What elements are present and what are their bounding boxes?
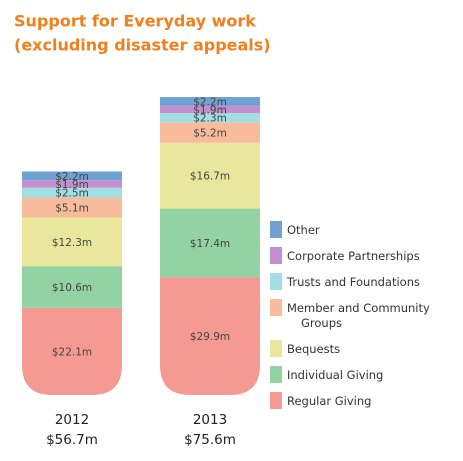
bar-segment	[22, 180, 122, 188]
bar-segment	[22, 266, 122, 308]
legend-label: Regular Giving	[287, 394, 371, 408]
legend-swatch	[270, 340, 282, 357]
legend-swatch	[270, 392, 282, 409]
legend-swatch	[270, 221, 282, 238]
chart-title: Support for Everyday work	[14, 12, 256, 31]
bar-segment	[160, 208, 260, 278]
legend-swatch	[270, 366, 282, 383]
bar-group	[22, 171, 122, 395]
segment-label: $1.9m	[193, 104, 227, 116]
category-label: 2013	[193, 412, 227, 428]
bar-segment	[160, 277, 260, 395]
legend-label: Bequests	[287, 342, 340, 356]
bar-segment	[22, 307, 122, 395]
segment-label: $17.4m	[190, 238, 230, 250]
bar-segment	[160, 122, 260, 143]
segment-label: $5.2m	[193, 127, 227, 139]
segment-label: $12.3m	[52, 237, 92, 249]
segment-label: $2.5m	[55, 188, 89, 200]
category-label: 2012	[55, 412, 89, 428]
bar-segment	[160, 97, 260, 106]
legend-label: Member and Community Groups	[287, 301, 430, 330]
legend-swatch	[270, 299, 282, 316]
bar-segment	[160, 105, 260, 114]
segment-label: $22.1m	[52, 346, 92, 358]
segment-label: $16.7m	[190, 171, 230, 183]
legend-swatch	[270, 247, 282, 264]
segment-label: $2.3m	[193, 113, 227, 125]
total-label: $75.6m	[184, 432, 236, 448]
segment-label: $2.2m	[55, 171, 89, 183]
bar-segment	[22, 171, 122, 181]
segment-label: $10.6m	[52, 282, 92, 294]
legend-label: Other	[287, 223, 320, 237]
legend-label: Trusts and Foundations	[286, 275, 420, 289]
segment-label: $29.9m	[190, 331, 230, 343]
legend-swatch	[270, 273, 282, 290]
bar-group	[160, 97, 260, 395]
bar-segment	[22, 187, 122, 198]
bar-segment	[22, 197, 122, 218]
segment-label: $5.1m	[55, 203, 89, 215]
legend-label: Corporate Partnerships	[287, 249, 420, 263]
segment-label: $1.9m	[55, 179, 89, 191]
bar-segment	[160, 142, 260, 209]
legend-label: Individual Giving	[287, 368, 383, 382]
total-label: $56.7m	[46, 432, 98, 448]
chart-subtitle: (excluding disaster appeals)	[14, 36, 271, 55]
segment-label: $2.2m	[193, 96, 227, 108]
bar-segment	[160, 113, 260, 123]
bar-segment	[22, 217, 122, 267]
